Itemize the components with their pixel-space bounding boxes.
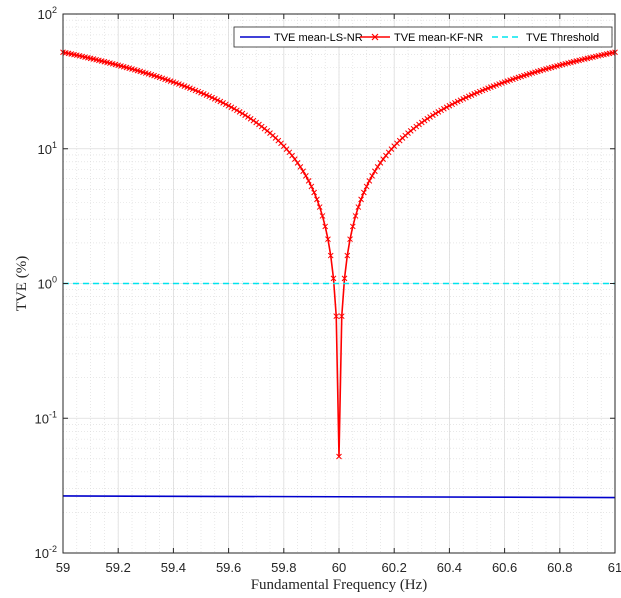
series-marker-1 <box>349 223 356 230</box>
series-marker-1 <box>253 119 260 126</box>
series-marker-1 <box>446 102 453 109</box>
series-marker-1 <box>363 183 370 190</box>
x-axis-title: Fundamental Frequency (Hz) <box>251 577 428 593</box>
series-marker-1 <box>236 109 243 115</box>
x-tick-label: 59.8 <box>271 560 296 575</box>
series-marker-1 <box>413 123 420 130</box>
series-marker-1 <box>214 97 221 104</box>
series-marker-1 <box>360 189 367 196</box>
series-marker-1 <box>438 107 444 114</box>
series-marker-1 <box>239 110 246 117</box>
series-marker-1 <box>441 105 447 112</box>
series-marker-1 <box>325 236 331 243</box>
series-line-0 <box>62 495 616 499</box>
series-marker-1 <box>435 109 442 115</box>
series-marker-1 <box>220 100 226 106</box>
legend-box <box>233 26 613 48</box>
series-marker-1 <box>366 178 373 184</box>
series-marker-1 <box>211 96 218 102</box>
x-tick-label: 59.2 <box>106 560 131 575</box>
series-marker-1 <box>338 313 345 320</box>
series-marker-1 <box>429 112 436 119</box>
x-tick-label: 59.4 <box>161 560 186 575</box>
series-marker-1 <box>314 196 320 203</box>
series-marker-1 <box>427 114 433 120</box>
series-marker-1 <box>460 96 467 102</box>
series-marker-1 <box>225 102 232 109</box>
series-marker-1 <box>443 104 450 111</box>
series-marker-1 <box>228 104 235 111</box>
legend-label-0: TVE mean-LS-NR <box>274 32 363 44</box>
x-tick-label: 60 <box>332 560 346 575</box>
series-marker-1 <box>316 204 323 210</box>
series-marker-1 <box>358 196 364 203</box>
legend-label-2: TVE Threshold <box>526 32 599 44</box>
series-marker-1 <box>327 252 334 259</box>
series-marker-1 <box>247 115 254 122</box>
x-tick-label: 60.2 <box>382 560 407 575</box>
series-marker-1 <box>457 97 464 104</box>
series-marker-1 <box>432 110 439 117</box>
series-marker-1 <box>217 98 224 105</box>
series-marker-1 <box>347 236 353 243</box>
series-marker-1 <box>231 105 237 112</box>
series-marker-1 <box>308 183 315 190</box>
series-marker-1 <box>250 117 257 124</box>
series-marker-1 <box>300 168 306 175</box>
series-marker-1 <box>291 156 298 163</box>
y-tick-label: 102 <box>38 5 57 22</box>
series-marker-1 <box>303 173 309 179</box>
series-marker-1 <box>330 275 337 282</box>
y-tick-label: 10-1 <box>35 409 57 426</box>
series-marker-1 <box>355 204 362 210</box>
series-marker-1 <box>369 173 375 179</box>
series-marker-1 <box>311 189 318 196</box>
series-marker-1 <box>333 313 340 320</box>
series-marker-1 <box>234 107 240 114</box>
series-marker-1 <box>344 252 351 259</box>
y-tick-label: 10-2 <box>35 544 57 561</box>
series-marker-1 <box>242 112 249 119</box>
series-marker-1 <box>245 114 251 120</box>
tick-layer: 59 59.2 59.4 59.6 59.8 60 60.2 60.4 60.6 60.8 61 10… <box>35 5 621 575</box>
series-marker-1 <box>449 101 456 108</box>
series-marker-1 <box>319 213 326 219</box>
series-marker-1 <box>222 101 229 108</box>
y-tick-label: 101 <box>38 140 57 157</box>
x-tick-label: 61 <box>608 560 621 575</box>
series-marker-1 <box>341 275 348 282</box>
series-marker-1 <box>416 121 422 128</box>
legend: TVE mean-LS-NR TVE mean-KF-NR TVE Threshol… <box>233 26 613 48</box>
series-marker-1 <box>377 160 384 166</box>
series-marker-1 <box>454 98 461 105</box>
series-marker-1 <box>452 100 458 106</box>
y-axis-title: TVE (%) <box>14 256 30 311</box>
y-tick-label: 100 <box>38 275 57 292</box>
x-tick-label: 60.4 <box>437 560 462 575</box>
series-marker-1 <box>424 115 431 122</box>
x-tick-label: 60.8 <box>547 560 572 575</box>
series-marker-1 <box>305 178 312 184</box>
series-marker-1 <box>418 119 425 126</box>
series-marker-1 <box>289 152 295 159</box>
series-marker-1 <box>352 213 359 219</box>
series-marker-1 <box>294 160 301 166</box>
series-marker-1 <box>209 94 215 101</box>
series-marker-1 <box>372 168 378 175</box>
series-marker-1 <box>336 453 342 460</box>
series-marker-1 <box>374 164 381 170</box>
series-marker-1 <box>421 117 428 124</box>
series-marker-1 <box>380 156 387 163</box>
x-tick-label: 60.6 <box>492 560 517 575</box>
series-layer <box>60 49 618 499</box>
x-tick-label: 59.6 <box>216 560 241 575</box>
legend-marker-1 <box>371 33 379 41</box>
x-tick-label: 59 <box>56 560 70 575</box>
series-marker-1 <box>256 121 262 128</box>
series-marker-1 <box>297 164 304 170</box>
legend-label-1: TVE mean-KF-NR <box>394 32 483 44</box>
series-marker-1 <box>322 223 329 230</box>
